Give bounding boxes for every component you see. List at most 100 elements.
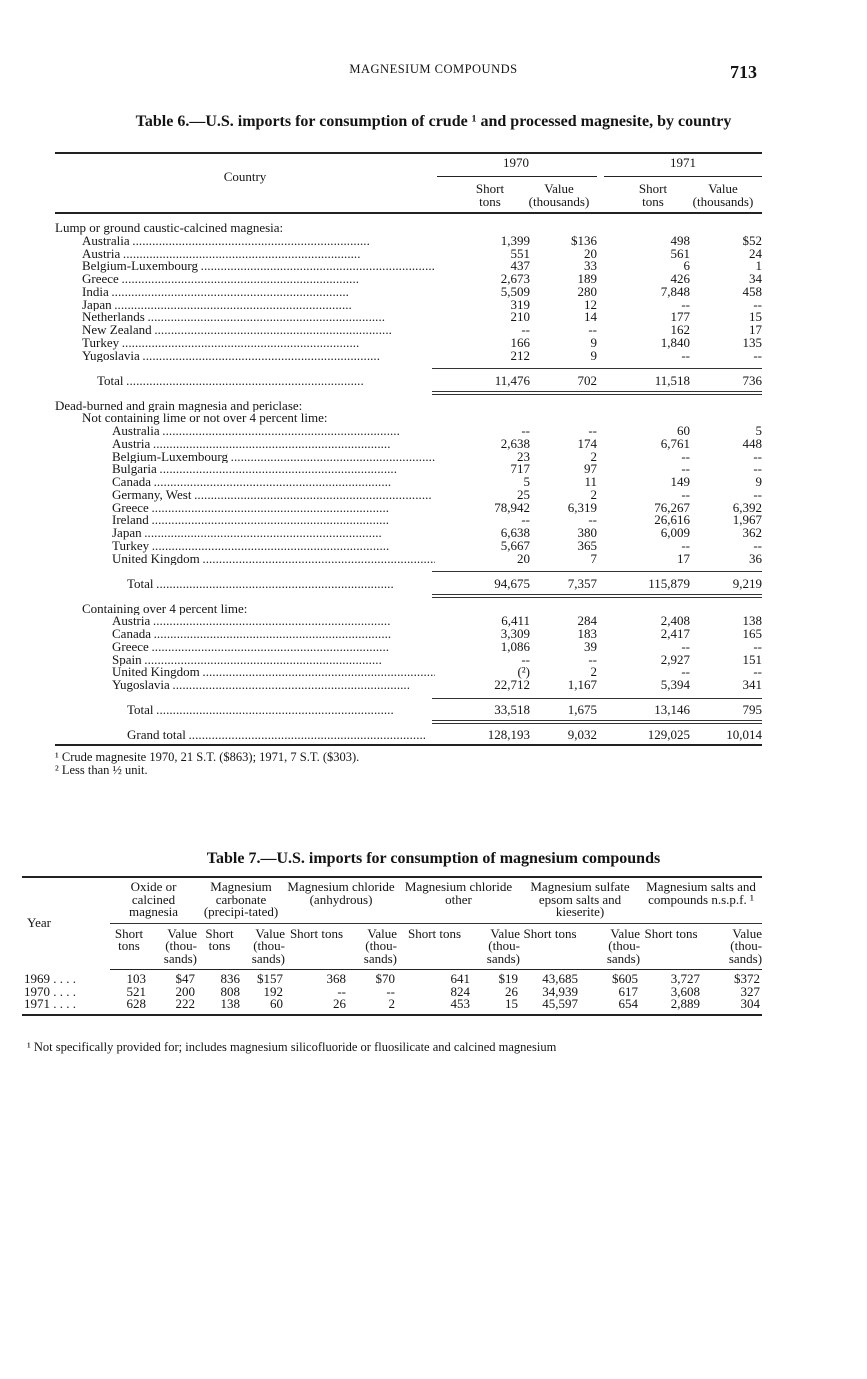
running-head: MAGNESIUM COMPOUNDS bbox=[349, 62, 518, 76]
table-row: Austria 6,411 284 2,408 138 bbox=[55, 614, 762, 628]
country-name: Netherlands bbox=[82, 311, 146, 324]
short-tons-cell: 43,685 bbox=[542, 971, 579, 986]
value-1970: 280 bbox=[577, 283, 598, 299]
value-1970: 97 bbox=[584, 461, 597, 477]
country-label: Austria bbox=[112, 615, 435, 628]
short-tons-1970: 22,712 bbox=[494, 677, 530, 692]
table6-top-rule bbox=[55, 152, 762, 154]
group-header: Magnesium carbonate (precipi-tated) bbox=[197, 877, 285, 924]
value-1970: 20 bbox=[584, 245, 597, 261]
country-name: Austria bbox=[112, 437, 152, 451]
rule-1970 bbox=[437, 176, 597, 177]
group-header: Magnesium salts and compounds n.s.p.f. ¹ bbox=[640, 877, 763, 924]
value-1970: 2 bbox=[590, 448, 598, 464]
short-tons-1971: 76,267 bbox=[654, 499, 690, 515]
table7-title: Table 7.—U.S. imports for consumption of… bbox=[206, 850, 661, 867]
country-label: Australia bbox=[112, 425, 435, 438]
table-row: Yugoslavia 212 9 -- -- bbox=[55, 347, 762, 363]
short-tons-1970: 2,673 bbox=[500, 271, 530, 286]
grand-total-row: Grand total 128,193 9,032 129,025 10,014 bbox=[55, 727, 762, 742]
value-1971: 36 bbox=[749, 550, 762, 566]
country-label: Turkey bbox=[82, 336, 435, 350]
subtotal-rule bbox=[55, 565, 762, 578]
header-short-tons: Short tons bbox=[285, 923, 348, 970]
short-tons-1971: -- bbox=[681, 448, 690, 464]
value-1971: 165 bbox=[742, 626, 763, 641]
short-tons-1971: -- bbox=[681, 537, 690, 553]
value-1971: 5 bbox=[755, 423, 763, 438]
value-1971: -- bbox=[753, 486, 762, 502]
header-short-tons: Short tons bbox=[397, 923, 473, 970]
value-1970: 14 bbox=[584, 309, 597, 325]
header-value: Value (thou-sands) bbox=[148, 923, 197, 970]
country-label: Spain bbox=[112, 653, 435, 667]
country-name: Belgium-Luxembourg bbox=[112, 450, 230, 464]
short-tons-1970: 551 bbox=[510, 245, 531, 261]
value-1971: 1 bbox=[755, 258, 763, 274]
value-1970: 33 bbox=[584, 258, 597, 274]
table-row: Greece 2,673 189 426 34 bbox=[55, 271, 762, 286]
header-short-tons-1971: Short tons bbox=[638, 181, 668, 209]
section-heading: Dead-burned and grain magnesia and peric… bbox=[55, 400, 762, 413]
country-name: Greece bbox=[112, 640, 150, 654]
value-1970: 9 bbox=[590, 347, 598, 363]
value-cell: 304 bbox=[702, 997, 763, 1016]
short-tons-cell: 103 bbox=[126, 971, 147, 986]
double-rule bbox=[55, 717, 762, 729]
value-1971: 341 bbox=[742, 677, 763, 692]
country-label: Total bbox=[127, 577, 435, 591]
value-1970: 183 bbox=[577, 626, 598, 641]
short-tons-cell: 2,889 bbox=[640, 997, 703, 1016]
value-1970: 1,167 bbox=[567, 677, 597, 692]
page-number: 713 bbox=[730, 62, 757, 82]
group-header: Magnesium sulfate epsom salts and kieser… bbox=[520, 877, 641, 924]
short-tons-1970: 166 bbox=[510, 334, 531, 350]
section-heading: Lump or ground caustic-calcined magnesia… bbox=[55, 222, 762, 235]
short-tons-cell: 824 bbox=[450, 983, 471, 999]
value-1971: 6,392 bbox=[732, 499, 762, 515]
short-tons-1971: 7,848 bbox=[660, 283, 690, 299]
value-1971: 151 bbox=[742, 651, 763, 667]
country-label: New Zealand bbox=[82, 324, 435, 337]
short-tons-1971: 6 bbox=[683, 258, 691, 274]
table-row: Yugoslavia 22,712 1,167 5,394 341 bbox=[55, 677, 763, 692]
header-value: Value (thou-sands) bbox=[702, 923, 763, 970]
value-cell: 2 bbox=[348, 997, 398, 1016]
header-value-1971: Value (thousands) bbox=[692, 181, 754, 209]
country-name: Spain bbox=[112, 653, 143, 667]
header-value-1970: Value (thousands) bbox=[528, 181, 590, 209]
short-tons-1971: 2,927 bbox=[660, 651, 690, 667]
short-tons-cell: 453 bbox=[397, 997, 473, 1016]
value-1970: -- bbox=[588, 512, 597, 528]
value-1971: -- bbox=[753, 461, 762, 477]
year: 1970 bbox=[24, 983, 50, 999]
country-label: Total bbox=[97, 374, 435, 388]
value-1971: 458 bbox=[742, 283, 763, 299]
short-tons-1971: 162 bbox=[670, 322, 691, 337]
value-1970: $136 bbox=[571, 232, 597, 248]
value-1971: 736 bbox=[742, 372, 763, 388]
short-tons-1971: 5,394 bbox=[660, 677, 690, 692]
short-tons-1971: 17 bbox=[677, 550, 690, 566]
country-label: Canada bbox=[112, 628, 435, 641]
value-1971: -- bbox=[753, 347, 762, 363]
country-name: Austria bbox=[112, 615, 152, 628]
value-1971: -- bbox=[753, 537, 762, 553]
table-row: Canada 5 11 149 9 bbox=[55, 474, 762, 489]
short-tons-1971: 129,025 bbox=[647, 727, 690, 742]
table-row: 1970 . . . . 521 200 808 192 -- -- 824 26 34,939 6… bbox=[22, 983, 762, 999]
value-cell: $47 bbox=[175, 971, 196, 986]
country-name: Japan bbox=[112, 527, 143, 540]
country-label: Greece bbox=[82, 273, 435, 286]
short-tons-cell: 45,597 bbox=[520, 997, 581, 1016]
short-tons-cell: -- bbox=[337, 983, 346, 999]
short-tons-1970: 5 bbox=[523, 474, 531, 489]
country-label: Austria bbox=[82, 247, 435, 261]
value-1971: 34 bbox=[749, 271, 762, 286]
value-cell: 26 bbox=[505, 983, 519, 999]
value-1970: 9,032 bbox=[567, 727, 597, 742]
value-cell: -- bbox=[386, 983, 396, 999]
header-country: Country bbox=[223, 169, 267, 184]
value-1971: -- bbox=[753, 448, 762, 464]
country-name: Yugoslavia bbox=[82, 349, 141, 363]
